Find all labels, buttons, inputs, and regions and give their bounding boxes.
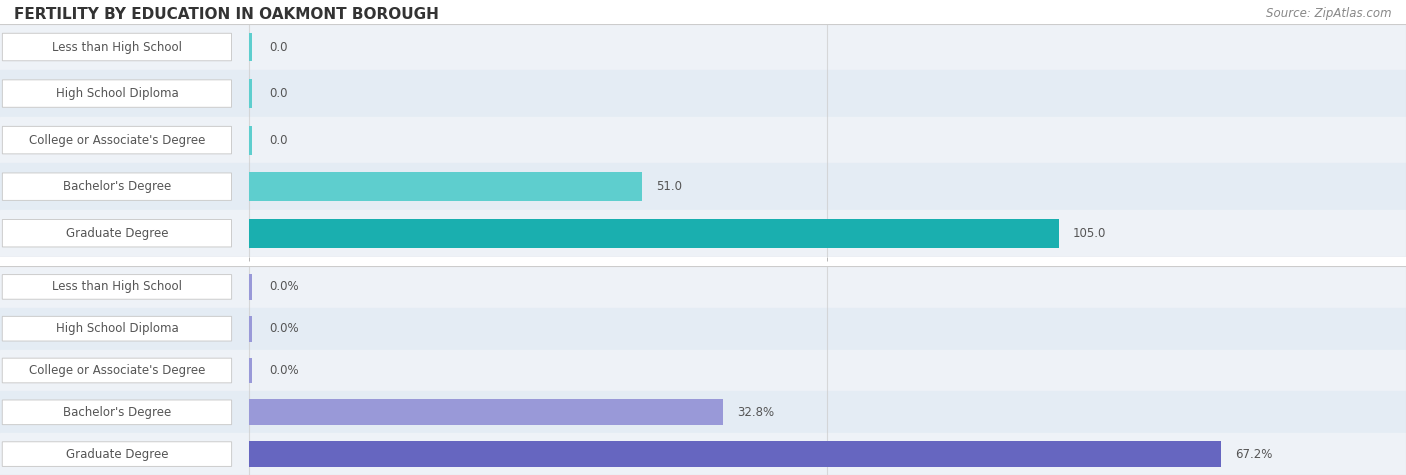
- Bar: [0, 163, 1406, 210]
- Text: FERTILITY BY EDUCATION IN OAKMONT BOROUGH: FERTILITY BY EDUCATION IN OAKMONT BOROUG…: [14, 7, 439, 22]
- Bar: [0, 266, 1406, 308]
- Text: Graduate Degree: Graduate Degree: [66, 447, 169, 461]
- Bar: [249, 316, 252, 342]
- Text: Source: ZipAtlas.com: Source: ZipAtlas.com: [1267, 7, 1392, 20]
- FancyBboxPatch shape: [3, 126, 232, 154]
- Text: 0.0%: 0.0%: [270, 322, 299, 335]
- Text: 0.0%: 0.0%: [270, 364, 299, 377]
- Text: High School Diploma: High School Diploma: [56, 322, 179, 335]
- Text: 51.0: 51.0: [657, 180, 682, 193]
- FancyBboxPatch shape: [3, 33, 232, 61]
- Bar: [0, 24, 1406, 70]
- FancyBboxPatch shape: [3, 275, 232, 299]
- Text: 32.8%: 32.8%: [737, 406, 775, 419]
- Bar: [0, 308, 1406, 350]
- FancyBboxPatch shape: [3, 400, 232, 425]
- Bar: [0, 210, 1406, 256]
- Bar: [0, 391, 1406, 433]
- Text: Less than High School: Less than High School: [52, 280, 181, 294]
- FancyBboxPatch shape: [3, 173, 232, 200]
- Bar: [0, 433, 1406, 475]
- Text: 105.0: 105.0: [1073, 227, 1107, 240]
- FancyBboxPatch shape: [3, 358, 232, 383]
- Text: 0.0: 0.0: [270, 133, 288, 147]
- Bar: [249, 33, 252, 61]
- Text: College or Associate's Degree: College or Associate's Degree: [28, 133, 205, 147]
- Bar: [0, 117, 1406, 163]
- FancyBboxPatch shape: [3, 80, 232, 107]
- Bar: [0, 350, 1406, 391]
- Text: High School Diploma: High School Diploma: [56, 87, 179, 100]
- Bar: [249, 358, 252, 383]
- Bar: [249, 441, 1220, 467]
- Text: College or Associate's Degree: College or Associate's Degree: [28, 364, 205, 377]
- Text: 0.0: 0.0: [270, 87, 288, 100]
- Bar: [249, 399, 723, 425]
- Bar: [249, 274, 252, 300]
- Text: 0.0%: 0.0%: [270, 280, 299, 294]
- FancyBboxPatch shape: [3, 442, 232, 466]
- Bar: [249, 126, 252, 154]
- Text: Bachelor's Degree: Bachelor's Degree: [63, 406, 172, 419]
- FancyBboxPatch shape: [3, 219, 232, 247]
- Bar: [0, 70, 1406, 117]
- Text: 67.2%: 67.2%: [1234, 447, 1272, 461]
- Text: Less than High School: Less than High School: [52, 40, 181, 54]
- Bar: [249, 219, 1059, 247]
- Text: 0.0: 0.0: [270, 40, 288, 54]
- Bar: [249, 172, 643, 201]
- Text: Graduate Degree: Graduate Degree: [66, 227, 169, 240]
- FancyBboxPatch shape: [3, 316, 232, 341]
- Text: Bachelor's Degree: Bachelor's Degree: [63, 180, 172, 193]
- Bar: [249, 79, 252, 108]
